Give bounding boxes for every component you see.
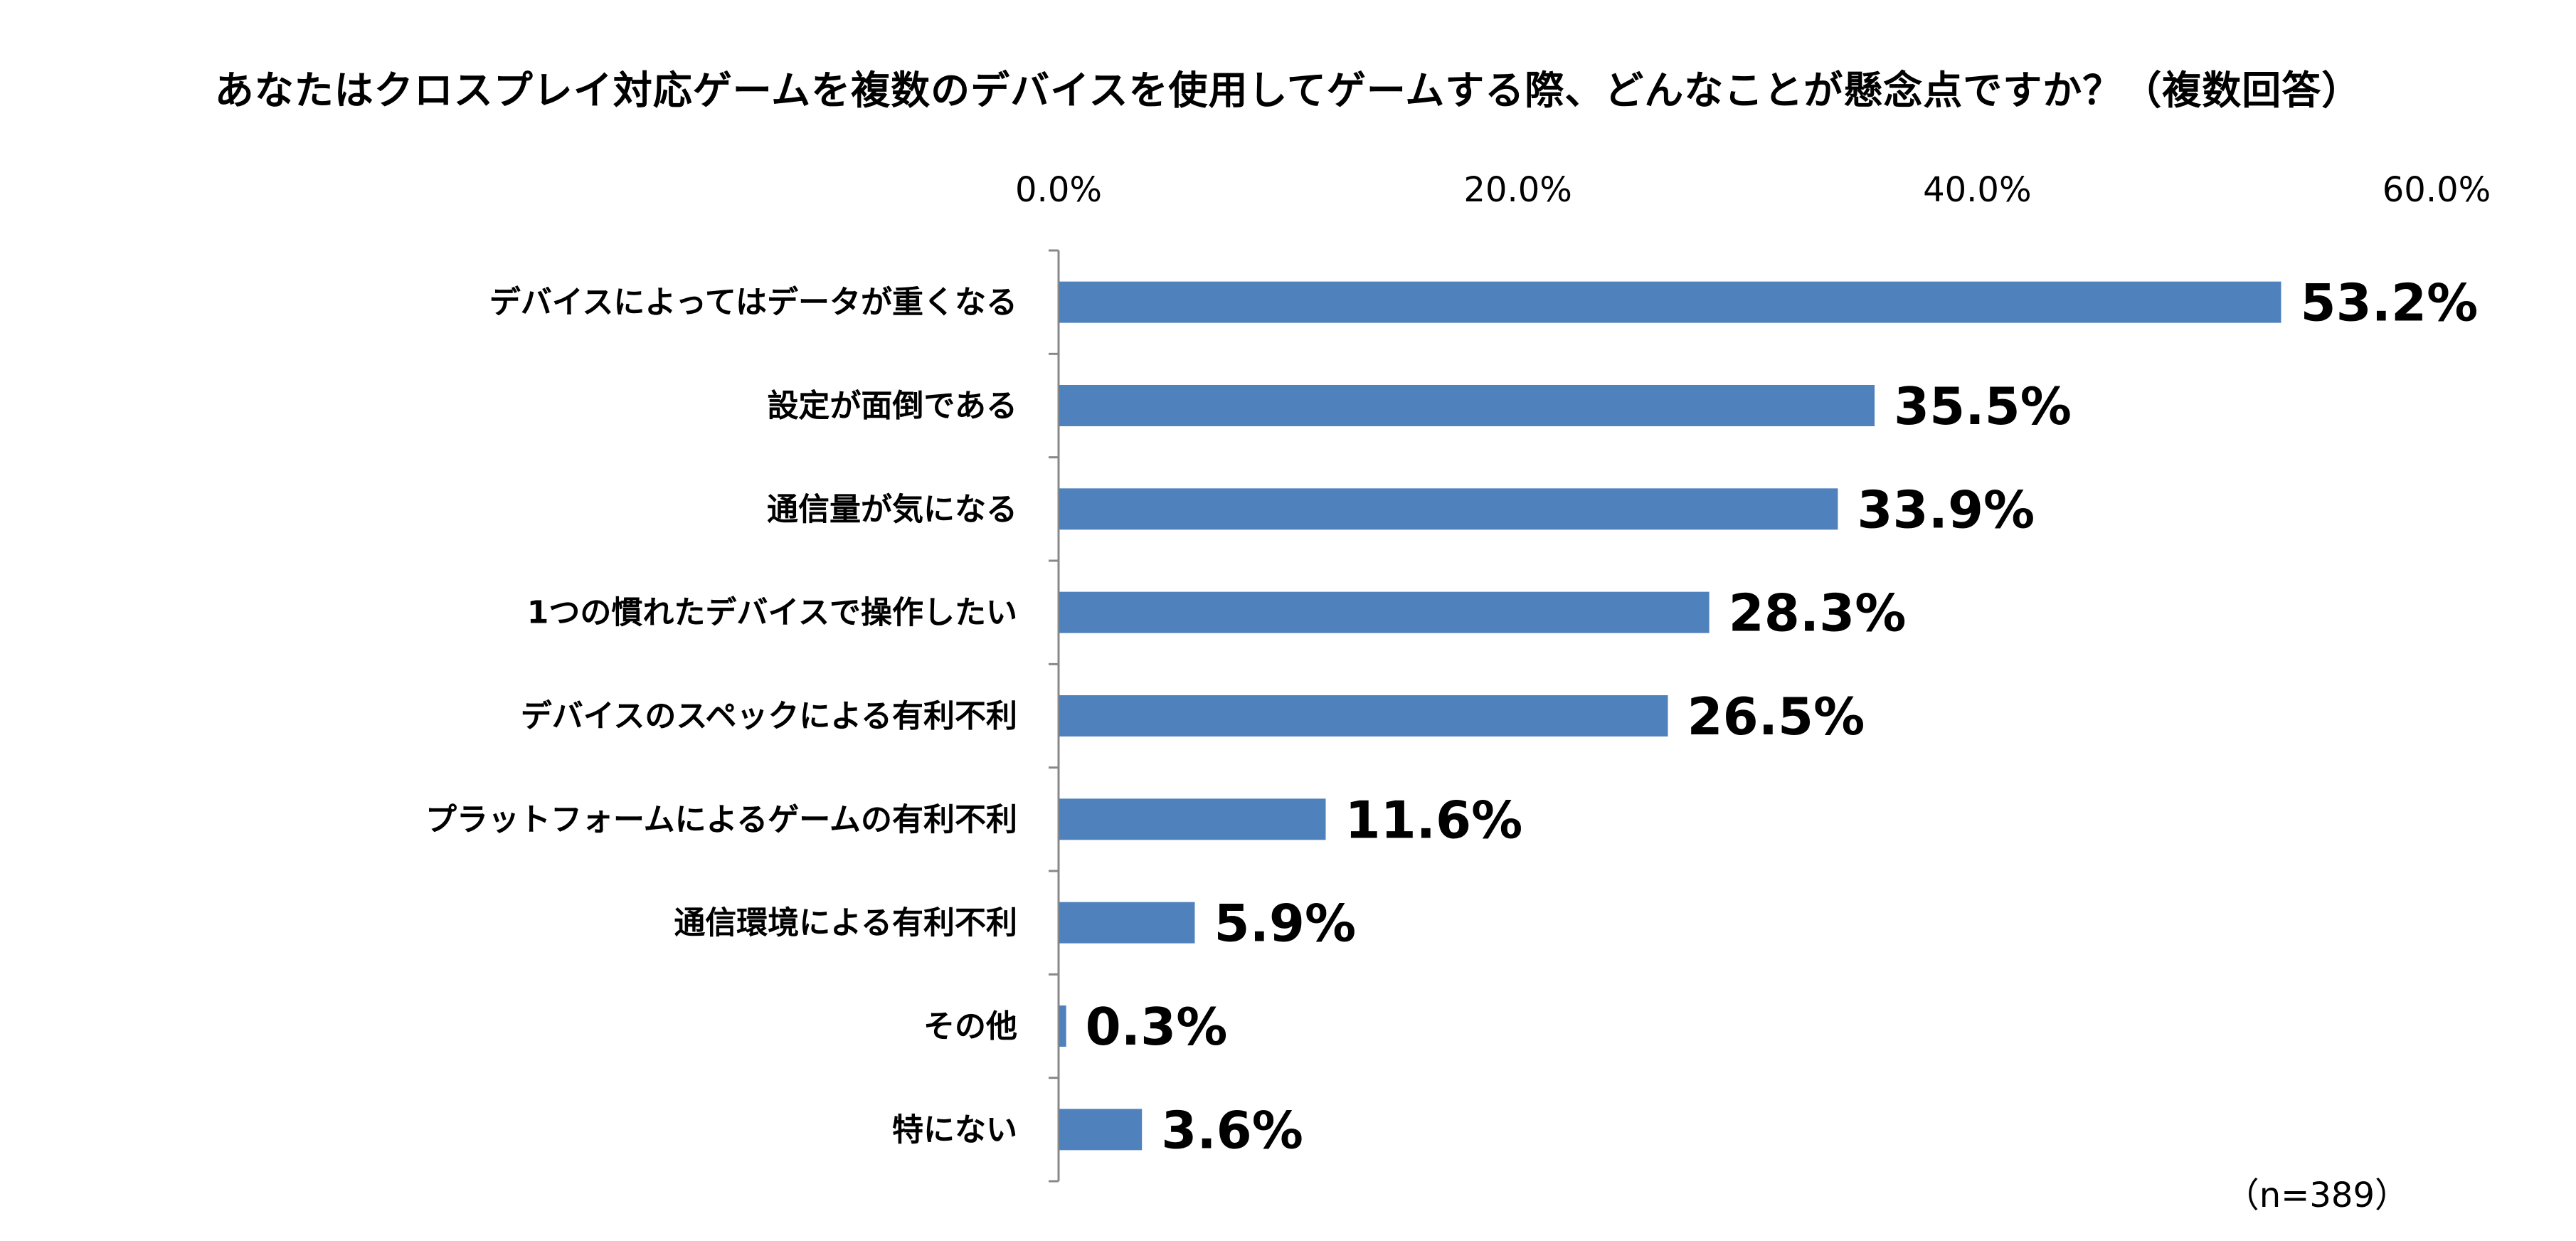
y-axis-ticks <box>1049 249 1059 1183</box>
category-label: 通信環境による有利不利 <box>674 905 1017 941</box>
category-label: 設定が面倒である <box>767 388 1017 424</box>
bar <box>1059 281 2281 323</box>
x-tick-label: 60.0% <box>2382 170 2491 210</box>
bar <box>1059 385 1875 426</box>
x-tick-label: 40.0% <box>1923 170 2031 210</box>
category-label: 通信量が気になる <box>767 491 1017 527</box>
bars <box>1059 281 2281 1151</box>
bar <box>1059 902 1195 944</box>
sample-size-note: （n=389） <box>2225 1176 2409 1215</box>
value-labels: 53.2% 35.5% 33.9% 28.3% 26.5% 11.6% 5.9% 0.3% 3.… <box>1086 273 2479 1161</box>
data-label: 3.6% <box>1161 1100 1303 1160</box>
data-label: 11.6% <box>1345 790 1522 850</box>
category-label: デバイスのスペックによる有利不利 <box>521 698 1017 734</box>
category-label: デバイスによってはデータが重くなる <box>489 285 1017 321</box>
bar <box>1059 695 1668 736</box>
data-label: 26.5% <box>1687 687 1865 746</box>
bar <box>1059 798 1326 840</box>
bar <box>1059 488 1838 530</box>
data-label: 5.9% <box>1214 894 1356 954</box>
x-tick-label: 0.0% <box>1015 170 1102 210</box>
data-label: 53.2% <box>2300 273 2478 333</box>
x-tick-label: 20.0% <box>1463 170 1571 210</box>
data-label: 35.5% <box>1894 376 2072 436</box>
x-axis-ticks: 0.0% 20.0% 40.0% 60.0% <box>1015 170 2491 210</box>
data-label: 28.3% <box>1729 583 1907 643</box>
category-label: その他 <box>923 1008 1017 1045</box>
chart-title: あなたはクロスプレイ対応ゲームを複数のデバイスを使用してゲームする際、どんなこと… <box>214 68 2362 113</box>
category-label: 特にない <box>892 1111 1017 1148</box>
category-label: 1つの慣れたデバイスで操作したい <box>527 595 1017 631</box>
bar <box>1059 1109 1143 1151</box>
category-label: プラットフォームによるゲームの有利不利 <box>425 801 1017 838</box>
data-label: 0.3% <box>1086 997 1228 1057</box>
bar <box>1059 1005 1066 1047</box>
data-label: 33.9% <box>1857 480 2035 539</box>
bar <box>1059 591 1710 633</box>
